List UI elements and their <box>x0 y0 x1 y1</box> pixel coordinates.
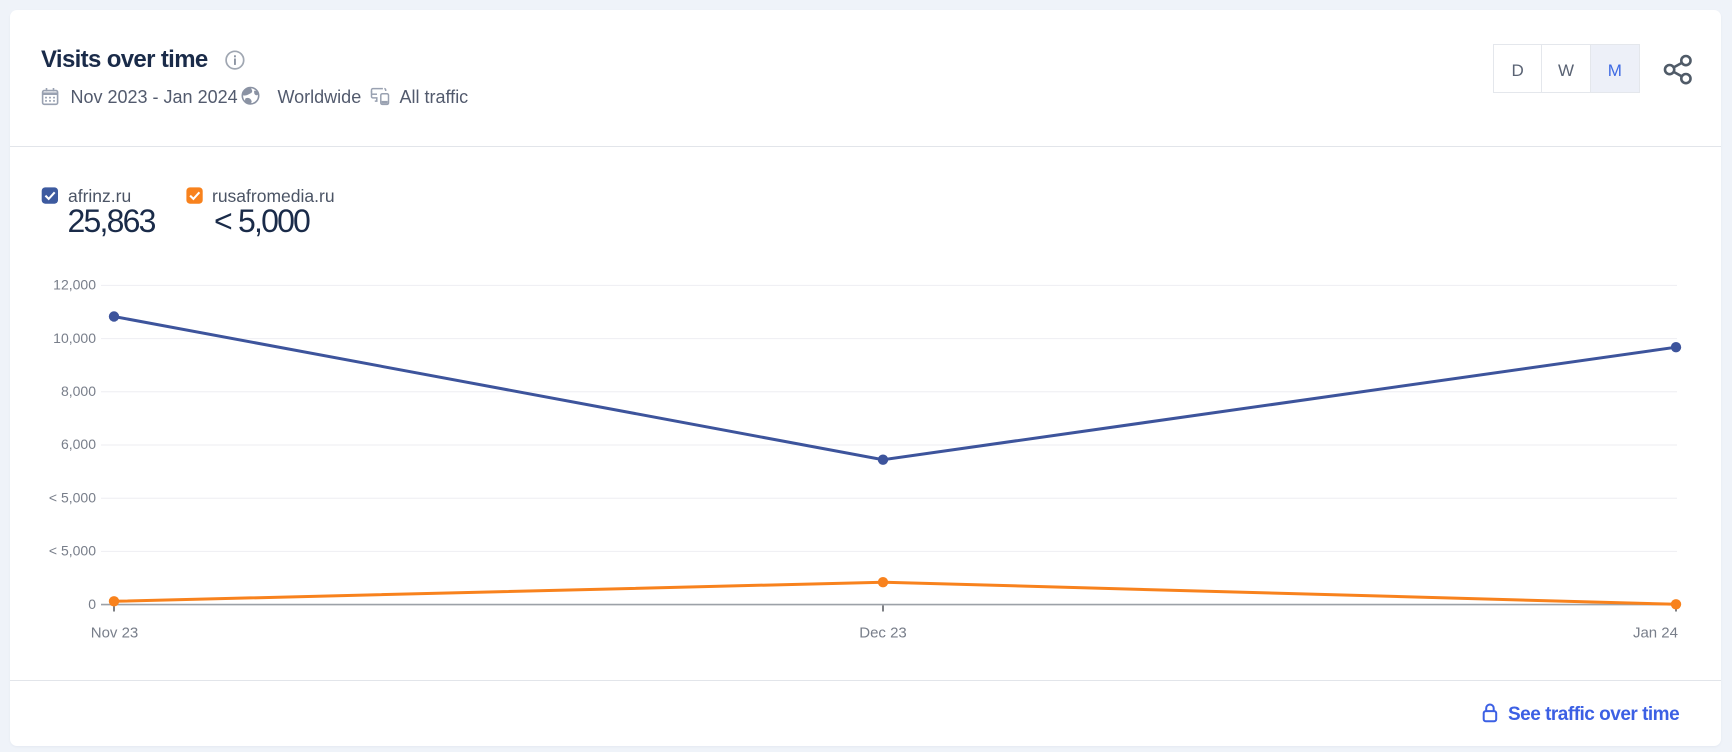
svg-text:8,000: 8,000 <box>61 383 96 399</box>
svg-text:Nov 23: Nov 23 <box>91 625 139 642</box>
svg-text:0: 0 <box>88 596 96 612</box>
svg-text:< 5,000: < 5,000 <box>49 489 96 505</box>
svg-text:10,000: 10,000 <box>53 330 96 346</box>
svg-text:Dec 23: Dec 23 <box>859 625 907 642</box>
svg-text:12,000: 12,000 <box>53 277 96 293</box>
svg-text:Jan 24: Jan 24 <box>1633 625 1678 642</box>
svg-text:6,000: 6,000 <box>61 436 96 452</box>
svg-text:< 5,000: < 5,000 <box>49 543 96 559</box>
